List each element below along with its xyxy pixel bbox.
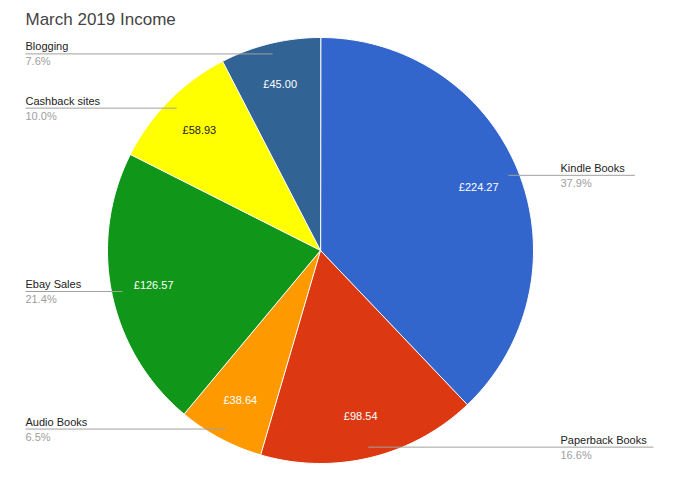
svg-text:Ebay Sales: Ebay Sales [26, 278, 82, 290]
svg-text:March 2019 Income: March 2019 Income [26, 10, 176, 29]
svg-text:Audio Books: Audio Books [26, 416, 88, 428]
svg-text:£98.54: £98.54 [344, 410, 378, 422]
svg-text:£126.57: £126.57 [134, 279, 174, 291]
svg-text:21.4%: 21.4% [26, 293, 57, 305]
svg-text:37.9%: 37.9% [561, 177, 592, 189]
svg-text:£58.93: £58.93 [183, 124, 217, 136]
svg-text:£45.00: £45.00 [263, 78, 297, 90]
svg-text:£38.64: £38.64 [223, 394, 257, 406]
svg-text:Blogging: Blogging [26, 40, 69, 52]
svg-text:7.6%: 7.6% [26, 55, 51, 67]
svg-text:6.5%: 6.5% [26, 431, 51, 443]
svg-text:Paperback Books: Paperback Books [561, 434, 648, 446]
svg-text:16.6%: 16.6% [561, 449, 592, 461]
svg-text:Kindle Books: Kindle Books [561, 162, 626, 174]
svg-text:10.0%: 10.0% [26, 110, 57, 122]
svg-text:Cashback sites: Cashback sites [26, 95, 101, 107]
svg-text:£224.27: £224.27 [459, 181, 499, 193]
